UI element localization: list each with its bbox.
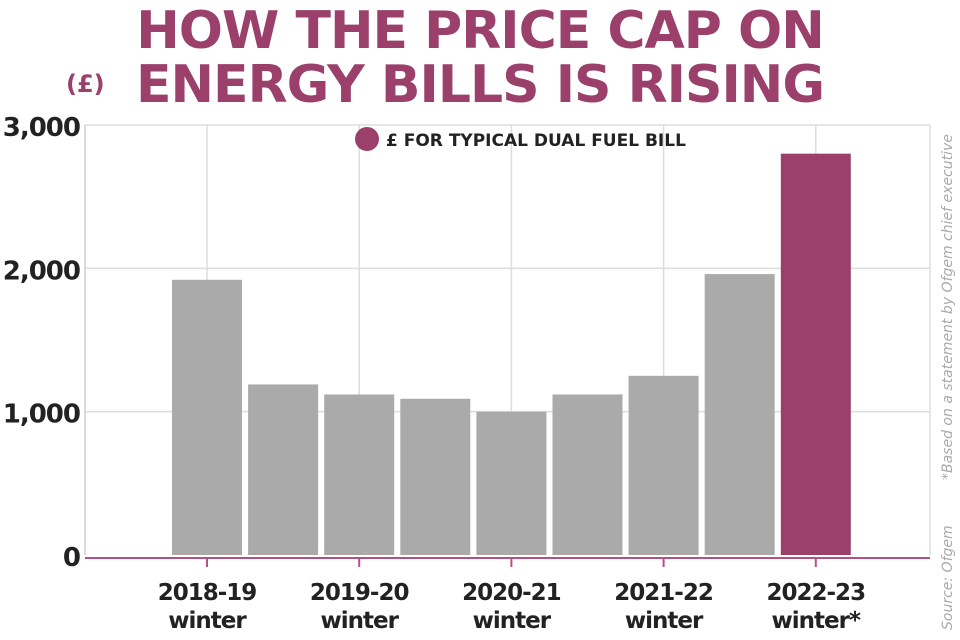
labels-layer: 01,0002,0003,0002018-19winter2019-20wint… — [3, 113, 866, 634]
y-tick-label: 0 — [63, 543, 80, 573]
title-line-2: ENERGY BILLS IS RISING — [136, 55, 825, 115]
bar-2019-summer — [248, 384, 319, 555]
bar-2019-20-winter — [324, 394, 395, 555]
bar-2020-summer — [400, 398, 471, 555]
x-tick-label-period: 2021-22 — [614, 580, 713, 606]
bar-2018-19-winter — [172, 279, 242, 555]
y-axis-unit-label: (£) — [66, 70, 105, 98]
y-tick-label: 2,000 — [3, 256, 80, 286]
x-tick-label-season: winter — [473, 608, 552, 634]
bar-2021-summer — [552, 394, 623, 555]
x-tick-label-period: 2018-19 — [158, 580, 257, 606]
x-tick-label-season: winter — [168, 608, 247, 634]
legend: £ FOR TYPICAL DUAL FUEL BILL — [355, 127, 686, 151]
footnote: *Based on a statement by Ofgem chief exe… — [940, 134, 956, 480]
source-note: Source: Ofgem — [940, 525, 956, 630]
chart-title: HOW THE PRICE CAP ON ENERGY BILLS IS RIS… — [0, 4, 960, 112]
x-tick-label-period: 2020-21 — [462, 580, 561, 606]
bar-2022-summer — [704, 274, 775, 555]
x-tick-label-season: winter — [625, 608, 704, 634]
legend-label: £ FOR TYPICAL DUAL FUEL BILL — [386, 131, 686, 151]
bar-2021-22-winter — [628, 375, 699, 555]
y-tick-label: 1,000 — [3, 400, 80, 430]
bar-2020-21-winter — [476, 411, 547, 555]
legend-swatch — [355, 127, 379, 151]
bar-2022-23-winter — [780, 153, 851, 555]
x-tick-label-period: 2022-23 — [767, 580, 866, 606]
side-note: Source: Ofgem *Based on a statement by O… — [938, 118, 958, 630]
x-tick-label-period: 2019-20 — [310, 580, 409, 606]
title-line-1: HOW THE PRICE CAP ON — [136, 1, 824, 61]
x-tick-label-season: winter* — [772, 608, 861, 634]
y-tick-label: 3,000 — [3, 113, 80, 143]
axis-layer — [85, 557, 930, 567]
x-tick-label-season: winter — [320, 608, 399, 634]
bars-layer — [172, 153, 851, 555]
